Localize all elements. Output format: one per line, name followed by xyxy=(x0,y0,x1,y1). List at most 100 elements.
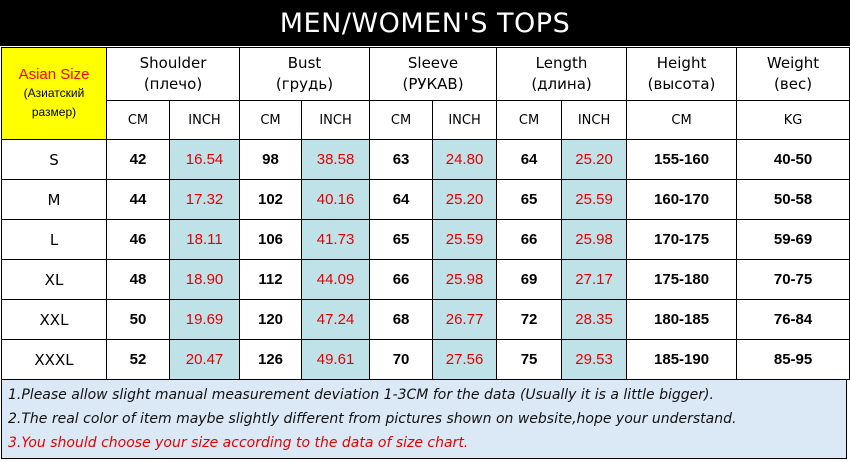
sleeve-cm: 63 xyxy=(369,139,434,180)
shoulder-header: Shoulder (плечо) xyxy=(105,47,241,101)
group-sub: (длина) xyxy=(531,75,592,93)
bust-inch: 41.73 xyxy=(301,219,371,260)
weight-range: 40-50 xyxy=(736,139,850,180)
bust-inch: 40.16 xyxy=(301,179,371,220)
bust-inch: 44.09 xyxy=(301,259,371,300)
bust-cm: 102 xyxy=(239,179,303,220)
unit-label: INCH xyxy=(432,100,498,140)
weight-range: 85-95 xyxy=(736,339,850,380)
group-name: Length xyxy=(535,54,588,72)
size-label: L xyxy=(1,219,107,260)
bust-cm: 126 xyxy=(239,339,303,380)
group-sub: (РУКАВ) xyxy=(402,75,464,93)
weight-header: Weight (вес) xyxy=(736,47,850,101)
unit-label: CM xyxy=(369,100,434,140)
length-inch: 28.35 xyxy=(561,299,628,340)
asian-size-header: Asian Size (Азиатский размер) xyxy=(1,47,107,140)
header-row-units: CM INCH CM INCH CM INCH CM INCH CM KG xyxy=(2,100,850,140)
shoulder-inch: 17.32 xyxy=(168,179,241,220)
table-row: L 46 18.11 106 41.73 65 25.59 66 25.98 1… xyxy=(1,219,850,260)
size-label: XXXL xyxy=(1,339,107,380)
height-range: 180-185 xyxy=(626,299,738,340)
group-sub: (грудь) xyxy=(275,75,334,93)
weight-range: 70-75 xyxy=(736,259,850,300)
note-choose-size: 3.You should choose your size according … xyxy=(8,435,469,451)
sleeve-cm: 66 xyxy=(369,259,434,300)
length-header: Length (длина) xyxy=(496,47,628,101)
header-row-groups: Asian Size (Азиатский размер) Shoulder (… xyxy=(1,47,850,140)
weight-range: 50-58 xyxy=(736,179,850,220)
length-inch: 25.59 xyxy=(561,179,628,220)
table-row: XXXL 52 20.47 126 49.61 70 27.56 75 29.5… xyxy=(1,339,850,380)
group-sub: (плечо) xyxy=(143,75,203,93)
table-row: M 44 17.32 102 40.16 64 25.20 65 25.59 1… xyxy=(1,179,850,220)
asian-size-sub2: размер) xyxy=(31,105,77,119)
bust-inch: 38.58 xyxy=(301,139,371,180)
sleeve-inch: 25.20 xyxy=(432,179,498,220)
asian-size-sub1: (Азиатский xyxy=(23,86,85,100)
notes-box: 1.Please allow slight manual measurement… xyxy=(1,379,847,459)
length-inch: 29.53 xyxy=(561,339,628,380)
unit-label: INCH xyxy=(561,100,628,140)
table-row: XXL 50 19.69 120 47.24 68 26.77 72 28.35… xyxy=(1,299,850,340)
unit-label: CM xyxy=(239,100,303,140)
length-cm: 75 xyxy=(496,339,563,380)
height-range: 155-160 xyxy=(626,139,738,180)
sleeve-cm: 65 xyxy=(369,219,434,260)
length-cm: 69 xyxy=(496,259,563,300)
asian-size-label: Asian Size xyxy=(18,66,90,83)
bust-cm: 120 xyxy=(239,299,303,340)
sleeve-inch: 24.80 xyxy=(432,139,498,180)
weight-range: 59-69 xyxy=(736,219,850,260)
sleeve-inch: 25.98 xyxy=(432,259,498,300)
sleeve-cm: 64 xyxy=(369,179,434,220)
length-cm: 66 xyxy=(496,219,563,260)
table-row: S 42 16.54 98 38.58 63 24.80 64 25.20 15… xyxy=(1,139,850,180)
shoulder-cm: 44 xyxy=(106,179,170,220)
shoulder-inch: 18.90 xyxy=(168,259,241,300)
sleeve-inch: 26.77 xyxy=(432,299,498,340)
length-cm: 64 xyxy=(496,139,563,180)
height-range: 160-170 xyxy=(626,179,738,220)
unit-label: CM xyxy=(496,100,563,140)
weight-range: 76-84 xyxy=(736,299,850,340)
sleeve-header: Sleeve (РУКАВ) xyxy=(369,47,498,101)
shoulder-inch: 20.47 xyxy=(168,339,241,380)
length-inch: 25.98 xyxy=(561,219,628,260)
group-name: Weight xyxy=(766,54,820,72)
length-cm: 65 xyxy=(496,179,563,220)
size-label: M xyxy=(1,179,107,220)
note-measurement-deviation: 1.Please allow slight manual measurement… xyxy=(8,387,714,403)
bust-cm: 112 xyxy=(239,259,303,300)
shoulder-cm: 50 xyxy=(106,299,170,340)
group-name: Shoulder xyxy=(139,54,207,72)
length-cm: 72 xyxy=(496,299,563,340)
title-bar: MEN/WOMEN'S TOPS xyxy=(0,0,850,46)
group-sub: (вес) xyxy=(774,75,813,93)
unit-label: KG xyxy=(736,100,850,140)
length-inch: 27.17 xyxy=(561,259,628,300)
bust-header: Bust (грудь) xyxy=(239,47,371,101)
bust-inch: 47.24 xyxy=(301,299,371,340)
shoulder-inch: 18.11 xyxy=(168,219,241,260)
size-label: S xyxy=(1,139,107,180)
sleeve-inch: 27.56 xyxy=(432,339,498,380)
unit-label: CM xyxy=(626,100,738,140)
shoulder-cm: 48 xyxy=(106,259,170,300)
sleeve-inch: 25.59 xyxy=(432,219,498,260)
group-name: Height xyxy=(656,54,707,72)
shoulder-cm: 46 xyxy=(106,219,170,260)
group-name: Sleeve xyxy=(407,54,459,72)
shoulder-inch: 16.54 xyxy=(168,139,241,180)
table-row: XL 48 18.90 112 44.09 66 25.98 69 27.17 … xyxy=(1,259,850,300)
size-label: XL xyxy=(1,259,107,300)
shoulder-cm: 42 xyxy=(106,139,170,180)
length-inch: 25.20 xyxy=(561,139,628,180)
unit-label: INCH xyxy=(168,100,241,140)
height-range: 185-190 xyxy=(626,339,738,380)
unit-label: CM xyxy=(106,100,170,140)
sleeve-cm: 68 xyxy=(369,299,434,340)
bust-cm: 106 xyxy=(239,219,303,260)
sleeve-cm: 70 xyxy=(369,339,434,380)
